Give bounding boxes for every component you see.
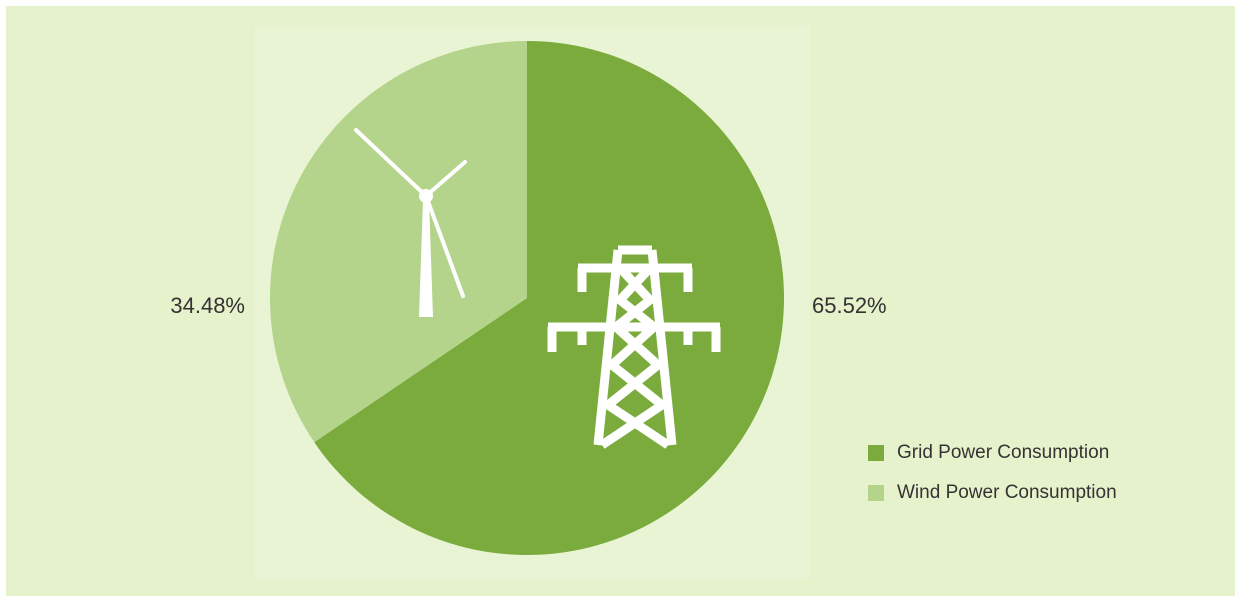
slices xyxy=(270,41,784,555)
slice-label: 34.48% xyxy=(170,293,245,318)
legend-swatch xyxy=(868,485,884,501)
wind-turbine-icon xyxy=(354,128,467,317)
legend-label: Wind Power Consumption xyxy=(897,482,1117,503)
legend-swatch xyxy=(868,445,884,461)
pie-slice xyxy=(270,41,527,443)
slice-label: 65.52% xyxy=(812,293,887,318)
legend-label: Grid Power Consumption xyxy=(897,442,1109,463)
power-tower-icon xyxy=(547,245,721,449)
icons xyxy=(354,128,721,449)
